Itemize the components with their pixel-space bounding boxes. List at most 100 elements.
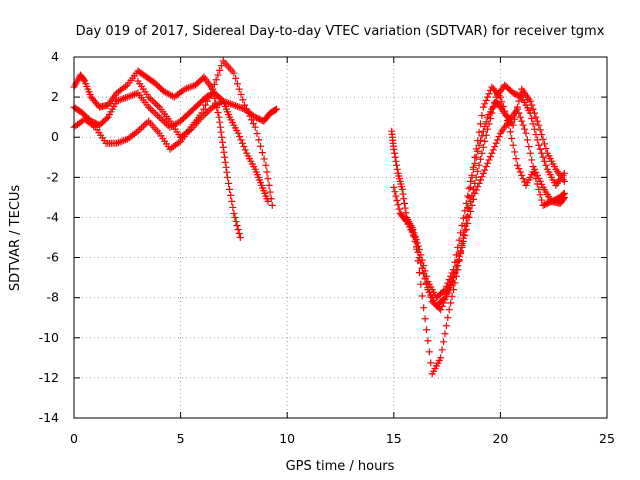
data-point xyxy=(154,101,162,109)
data-point xyxy=(103,115,111,123)
data-point xyxy=(427,293,435,301)
data-point xyxy=(484,93,492,101)
data-point xyxy=(237,136,245,144)
x-tick-label: 5 xyxy=(177,431,185,446)
data-point xyxy=(475,179,483,187)
data-point xyxy=(201,101,209,109)
data-point xyxy=(492,139,500,147)
data-point xyxy=(471,189,479,197)
data-point xyxy=(535,141,543,149)
data-point xyxy=(422,279,430,287)
data-point xyxy=(445,306,453,314)
data-point xyxy=(401,204,409,212)
data-point xyxy=(437,354,445,362)
data-point xyxy=(529,105,537,113)
data-point xyxy=(533,117,541,125)
data-point xyxy=(273,105,281,113)
data-point xyxy=(268,201,276,209)
x-axis-title: GPS time / hours xyxy=(286,459,395,474)
data-point xyxy=(542,161,550,169)
data-point xyxy=(444,289,452,297)
data-point xyxy=(447,282,455,290)
data-point xyxy=(485,90,493,98)
data-point xyxy=(219,143,227,151)
data-point xyxy=(472,153,480,161)
data-point xyxy=(486,153,494,161)
data-point xyxy=(393,196,401,204)
x-tick-label: 10 xyxy=(279,431,295,446)
data-point xyxy=(391,188,399,196)
data-point xyxy=(390,183,398,191)
y-tick-label: -14 xyxy=(39,410,59,425)
data-point xyxy=(221,153,229,161)
data-point xyxy=(392,192,400,200)
data-point xyxy=(257,142,265,150)
data-point xyxy=(494,136,502,144)
data-point xyxy=(461,207,469,215)
data-point xyxy=(447,299,455,307)
data-point xyxy=(418,264,426,272)
data-point xyxy=(230,69,238,77)
data-point xyxy=(249,120,257,128)
data-point xyxy=(491,143,499,151)
data-point xyxy=(458,221,466,229)
data-point xyxy=(400,195,408,203)
data-point xyxy=(486,115,494,123)
data-point xyxy=(462,199,470,207)
data-point xyxy=(422,326,430,334)
data-point xyxy=(408,227,416,235)
data-point xyxy=(455,236,463,244)
data-point xyxy=(536,126,544,134)
data-point xyxy=(201,110,209,118)
data-point xyxy=(227,191,235,199)
data-point xyxy=(420,270,428,278)
data-point xyxy=(214,108,222,116)
data-point xyxy=(525,143,533,151)
data-point xyxy=(459,214,467,222)
data-point xyxy=(217,128,225,136)
data-point xyxy=(233,80,241,88)
data-point xyxy=(482,163,490,171)
data-point xyxy=(236,133,244,141)
data-point xyxy=(459,238,467,246)
data-point xyxy=(532,131,540,139)
data-point xyxy=(478,111,486,119)
y-tick-label: -6 xyxy=(47,250,60,265)
data-point xyxy=(464,212,472,220)
data-point xyxy=(228,197,236,205)
grid xyxy=(74,57,607,418)
data-point xyxy=(509,141,517,149)
data-point xyxy=(440,338,448,346)
data-point xyxy=(400,199,408,207)
data-point xyxy=(538,149,546,157)
data-point xyxy=(421,315,429,323)
data-point xyxy=(205,106,213,114)
data-point xyxy=(263,168,271,176)
data-point xyxy=(495,133,503,141)
data-point xyxy=(255,136,263,144)
data-point xyxy=(475,161,483,169)
data-point xyxy=(449,274,457,282)
data-point xyxy=(239,96,247,104)
y-tick-label: -4 xyxy=(47,209,60,224)
data-point xyxy=(438,346,446,354)
data-point xyxy=(216,123,224,131)
data-point xyxy=(511,148,519,156)
data-point xyxy=(150,108,158,116)
data-point xyxy=(488,149,496,157)
data-point xyxy=(474,183,482,191)
data-point xyxy=(515,109,523,117)
data-point xyxy=(491,98,499,106)
data-point xyxy=(262,161,270,169)
data-point xyxy=(526,149,534,157)
data-point xyxy=(240,143,248,151)
data-point xyxy=(472,186,480,194)
data-point xyxy=(489,146,497,154)
data-point xyxy=(528,115,536,123)
y-tick-label: -2 xyxy=(47,169,59,184)
series-trace-8 xyxy=(411,105,568,314)
data-point xyxy=(421,274,429,282)
data-point xyxy=(271,106,279,114)
data-point xyxy=(445,286,453,294)
